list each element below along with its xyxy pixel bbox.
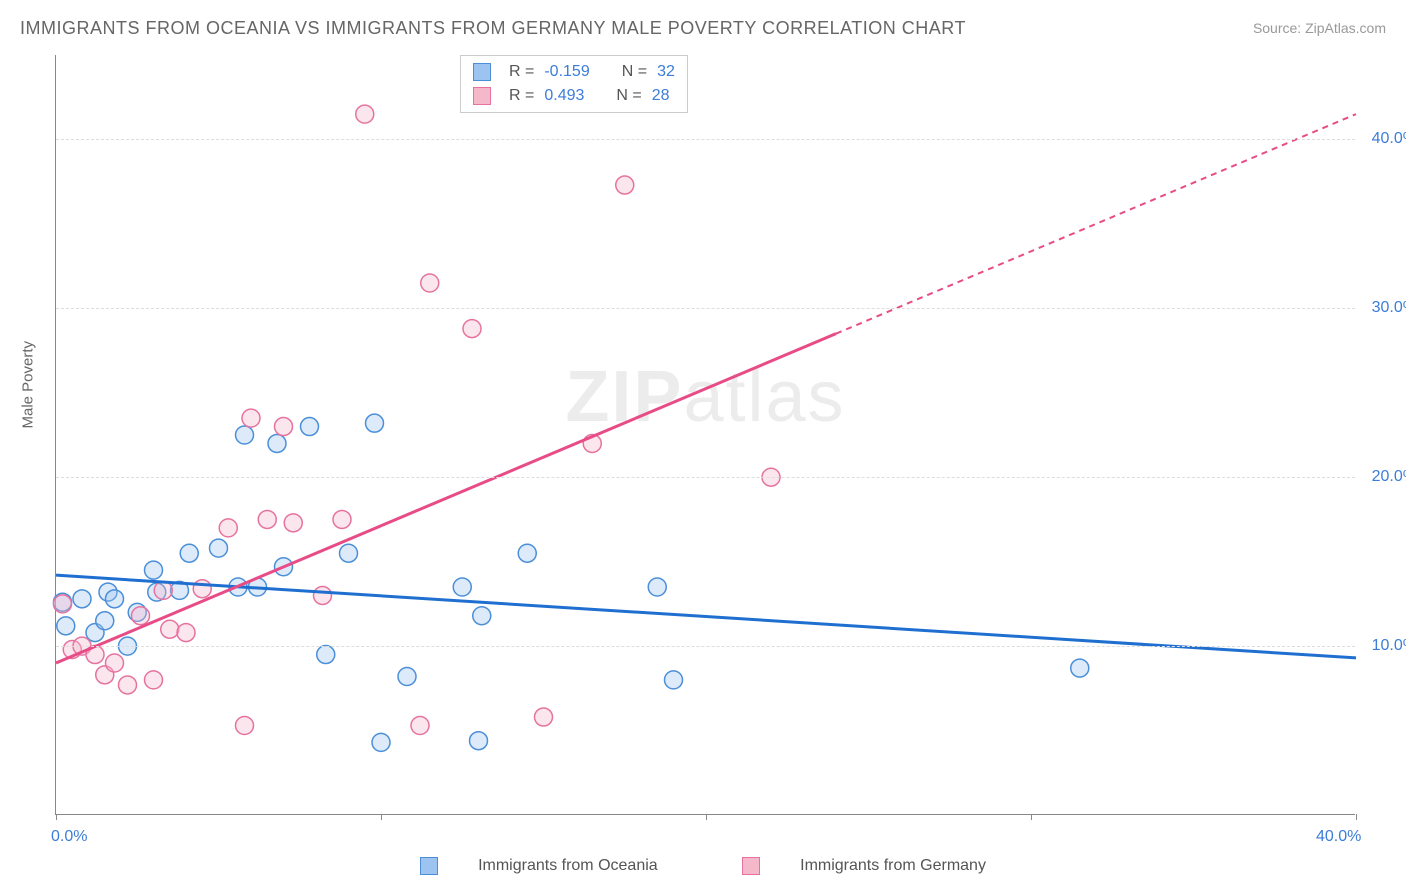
swatch-oceania-icon xyxy=(473,63,491,81)
data-point xyxy=(242,409,260,427)
x-tick xyxy=(1031,814,1032,820)
gridline-h xyxy=(56,139,1355,140)
r-value-2: 0.493 xyxy=(544,84,584,108)
plot-svg xyxy=(56,55,1356,815)
r-value-1: -0.159 xyxy=(544,60,589,84)
data-point xyxy=(301,418,319,436)
data-point xyxy=(317,646,335,664)
n-label-2: N = xyxy=(616,84,641,108)
data-point xyxy=(161,620,179,638)
y-tick-label: 10.0% xyxy=(1372,637,1406,655)
data-point xyxy=(96,612,114,630)
legend-label-2: Immigrants from Germany xyxy=(800,857,986,875)
data-point xyxy=(57,617,75,635)
x-tick-label: 0.0% xyxy=(51,828,87,846)
stats-row-2: R = 0.493 N = 28 xyxy=(473,84,675,108)
data-point xyxy=(372,733,390,751)
data-point xyxy=(518,544,536,562)
data-point xyxy=(268,434,286,452)
data-point xyxy=(340,544,358,562)
data-point xyxy=(366,414,384,432)
data-point xyxy=(356,105,374,123)
trendline xyxy=(56,334,836,663)
source-label: Source: ZipAtlas.com xyxy=(1253,20,1386,36)
plot-area: ZIPatlas R = -0.159 N = 32 R = 0.493 N =… xyxy=(55,55,1355,815)
data-point xyxy=(398,668,416,686)
legend-swatch-oceania-icon xyxy=(420,857,438,875)
data-point xyxy=(210,539,228,557)
legend-item-germany: Immigrants from Germany xyxy=(722,857,1006,875)
x-tick xyxy=(381,814,382,820)
data-point xyxy=(535,708,553,726)
data-point xyxy=(132,607,150,625)
stats-row-1: R = -0.159 N = 32 xyxy=(473,60,675,84)
data-point xyxy=(236,716,254,734)
chart-container: IMMIGRANTS FROM OCEANIA VS IMMIGRANTS FR… xyxy=(0,0,1406,892)
data-point xyxy=(106,654,124,672)
data-point xyxy=(275,418,293,436)
data-point xyxy=(236,426,254,444)
data-point xyxy=(665,671,683,689)
y-tick-label: 20.0% xyxy=(1372,468,1406,486)
data-point xyxy=(193,580,211,598)
data-point xyxy=(145,561,163,579)
data-point xyxy=(54,595,72,613)
data-point xyxy=(145,671,163,689)
r-label-2: R = xyxy=(509,84,534,108)
data-point xyxy=(473,607,491,625)
stats-legend-box: R = -0.159 N = 32 R = 0.493 N = 28 xyxy=(460,55,688,113)
data-point xyxy=(421,274,439,292)
data-point xyxy=(119,676,137,694)
x-tick-label: 40.0% xyxy=(1316,828,1361,846)
data-point xyxy=(1071,659,1089,677)
data-point xyxy=(180,544,198,562)
data-point xyxy=(177,624,195,642)
x-tick xyxy=(1356,814,1357,820)
gridline-h xyxy=(56,308,1355,309)
r-label-1: R = xyxy=(509,60,534,84)
n-label-1: N = xyxy=(622,60,647,84)
y-axis-label: Male Poverty xyxy=(20,341,37,429)
data-point xyxy=(73,590,91,608)
y-tick-label: 40.0% xyxy=(1372,130,1406,148)
gridline-h xyxy=(56,646,1355,647)
x-tick xyxy=(56,814,57,820)
data-point xyxy=(470,732,488,750)
data-point xyxy=(219,519,237,537)
data-point xyxy=(453,578,471,596)
data-point xyxy=(314,586,332,604)
chart-title: IMMIGRANTS FROM OCEANIA VS IMMIGRANTS FR… xyxy=(20,18,966,39)
swatch-germany-icon xyxy=(473,87,491,105)
y-tick-label: 30.0% xyxy=(1372,299,1406,317)
data-point xyxy=(411,716,429,734)
n-value-1: 32 xyxy=(657,60,675,84)
data-point xyxy=(106,590,124,608)
data-point xyxy=(463,320,481,338)
n-value-2: 28 xyxy=(652,84,670,108)
gridline-h xyxy=(56,477,1355,478)
data-point xyxy=(648,578,666,596)
legend-item-oceania: Immigrants from Oceania xyxy=(400,857,678,875)
data-point xyxy=(154,581,172,599)
data-point xyxy=(333,510,351,528)
legend-swatch-germany-icon xyxy=(742,857,760,875)
legend-label-1: Immigrants from Oceania xyxy=(478,857,658,875)
data-point xyxy=(258,510,276,528)
trendline-dashed xyxy=(836,114,1356,334)
x-tick xyxy=(706,814,707,820)
legend-bottom: Immigrants from Oceania Immigrants from … xyxy=(0,857,1406,880)
data-point xyxy=(284,514,302,532)
data-point xyxy=(616,176,634,194)
